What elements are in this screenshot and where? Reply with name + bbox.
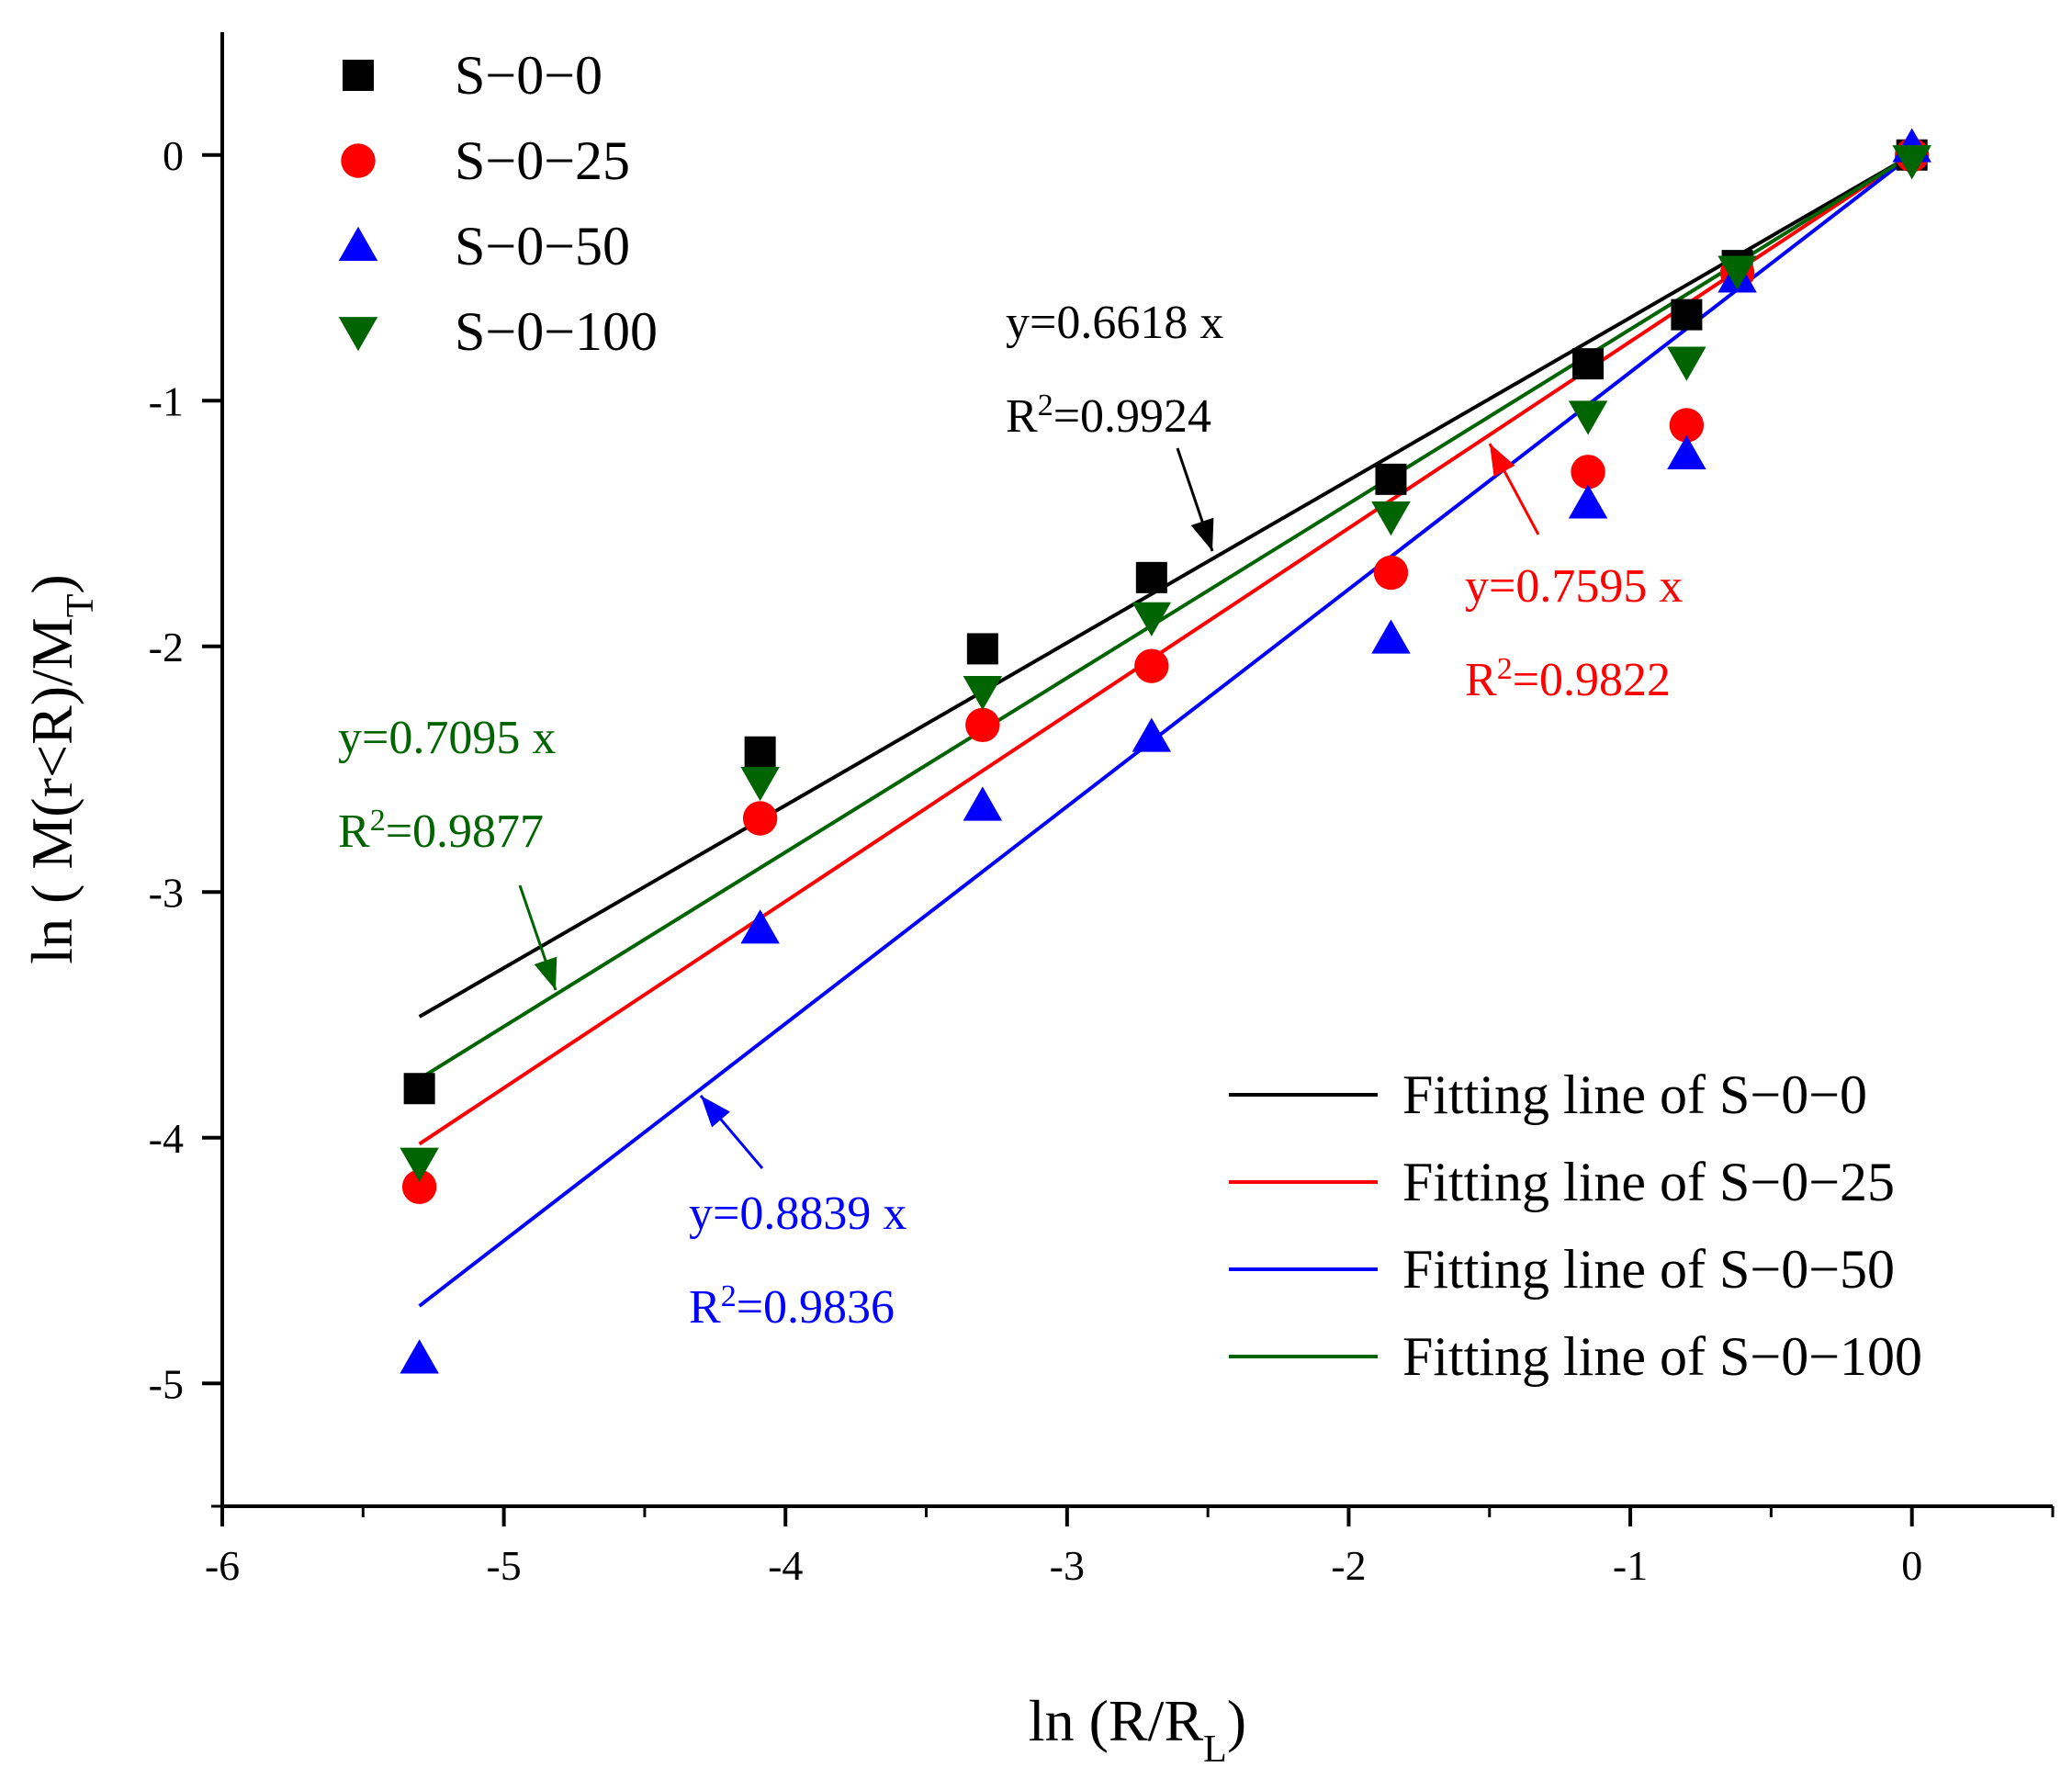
x-axis-title: ln (R/RL) <box>1029 1688 1246 1768</box>
data-point <box>401 1169 437 1204</box>
fit-line <box>418 153 1913 1081</box>
y-tick-label: -1 <box>149 377 184 424</box>
x-tick-label: -1 <box>1613 1542 1648 1589</box>
data-point <box>1572 348 1605 380</box>
legend-line-label: Fitting line of S−0−25 <box>1402 1152 1895 1212</box>
markers <box>400 128 1931 1374</box>
legend-marker <box>341 143 376 178</box>
x-tick-label: -2 <box>1331 1542 1366 1589</box>
x-tick-label: 0 <box>1901 1542 1922 1589</box>
data-point <box>1568 400 1608 435</box>
legend-marker <box>338 317 378 352</box>
data-point <box>744 736 776 768</box>
data-point <box>963 786 1003 821</box>
data-point <box>400 1147 439 1182</box>
legend-marker <box>338 226 378 261</box>
data-point <box>740 909 780 944</box>
data-point <box>1132 717 1172 752</box>
data-point <box>740 766 780 802</box>
x-tick-label: -3 <box>1050 1542 1085 1589</box>
data-point <box>1135 561 1167 593</box>
data-point <box>1373 555 1409 591</box>
fit-r-squared: R2=0.9836 <box>689 1279 895 1334</box>
legend-line-label: Fitting line of S−0−100 <box>1402 1326 1922 1387</box>
arrow-head <box>534 956 557 990</box>
legend-line-label: Fitting line of S−0−0 <box>1402 1064 1867 1125</box>
data-point <box>1134 648 1169 683</box>
data-point <box>742 801 778 836</box>
annotations: y=0.6618 x R2=0.9924 y=0.7595 x R2=0.9822 y=… <box>338 297 1683 1334</box>
y-tick-label: -2 <box>149 624 184 670</box>
fit-r-squared: R2=0.9822 <box>1465 652 1671 707</box>
data-point <box>1132 602 1172 636</box>
data-point <box>1568 484 1608 519</box>
legend-label: S−0−100 <box>455 301 658 362</box>
arrow-head <box>1190 517 1214 551</box>
data-point <box>1669 408 1705 443</box>
x-tick-label: -4 <box>768 1542 803 1589</box>
x-tick-label: -5 <box>486 1542 521 1589</box>
data-point <box>1667 434 1706 470</box>
fit-equation: y=0.7095 x <box>338 712 556 764</box>
arrow-head <box>701 1096 730 1128</box>
legend-label: S−0−25 <box>455 130 630 191</box>
legend-marker <box>343 60 374 91</box>
data-point <box>1667 346 1706 381</box>
y-tick-label: 0 <box>163 132 184 179</box>
legend-label: S−0−0 <box>455 45 602 106</box>
legend-label: S−0−50 <box>455 216 630 276</box>
y-tick-label: -4 <box>149 1115 184 1162</box>
legends: S−0−0 S−0−25 S−0−50 S−0−100 Fitting line of … <box>338 45 1922 1387</box>
fit-equation: y=0.8839 x <box>689 1188 906 1240</box>
data-point <box>1371 619 1411 654</box>
fit-line <box>418 153 1913 1308</box>
data-point <box>1717 255 1757 290</box>
data-point <box>1571 455 1605 490</box>
data-point <box>1892 145 1931 180</box>
data-point <box>403 1073 435 1105</box>
data-point <box>965 707 1000 743</box>
axes: -6 -5 -4 -3 -2 -1 0 -5 -4 -3 -2 -1 0 ln (R/RL) ln ( M(… <box>19 32 2055 1768</box>
fit-equation: y=0.6618 x <box>1006 297 1223 349</box>
y-tick-label: -3 <box>149 869 184 916</box>
y-tick-label: -5 <box>149 1360 184 1407</box>
fit-r-squared: R2=0.9924 <box>1006 389 1211 444</box>
legend-line-label: Fitting line of S−0−50 <box>1402 1239 1895 1300</box>
data-point <box>963 675 1003 711</box>
data-point <box>400 1339 439 1374</box>
data-point <box>1371 501 1411 536</box>
x-tick-label: -6 <box>205 1542 240 1589</box>
data-point <box>1375 463 1407 495</box>
fit-line <box>418 153 1913 1146</box>
fit-equation: y=0.7595 x <box>1465 560 1683 613</box>
data-point <box>966 633 998 665</box>
fit-r-squared: R2=0.9877 <box>338 804 544 859</box>
arrow-head <box>1490 444 1515 478</box>
data-point <box>1671 298 1703 331</box>
y-axis-title: ln ( M(r<R)/MT) <box>19 574 102 963</box>
